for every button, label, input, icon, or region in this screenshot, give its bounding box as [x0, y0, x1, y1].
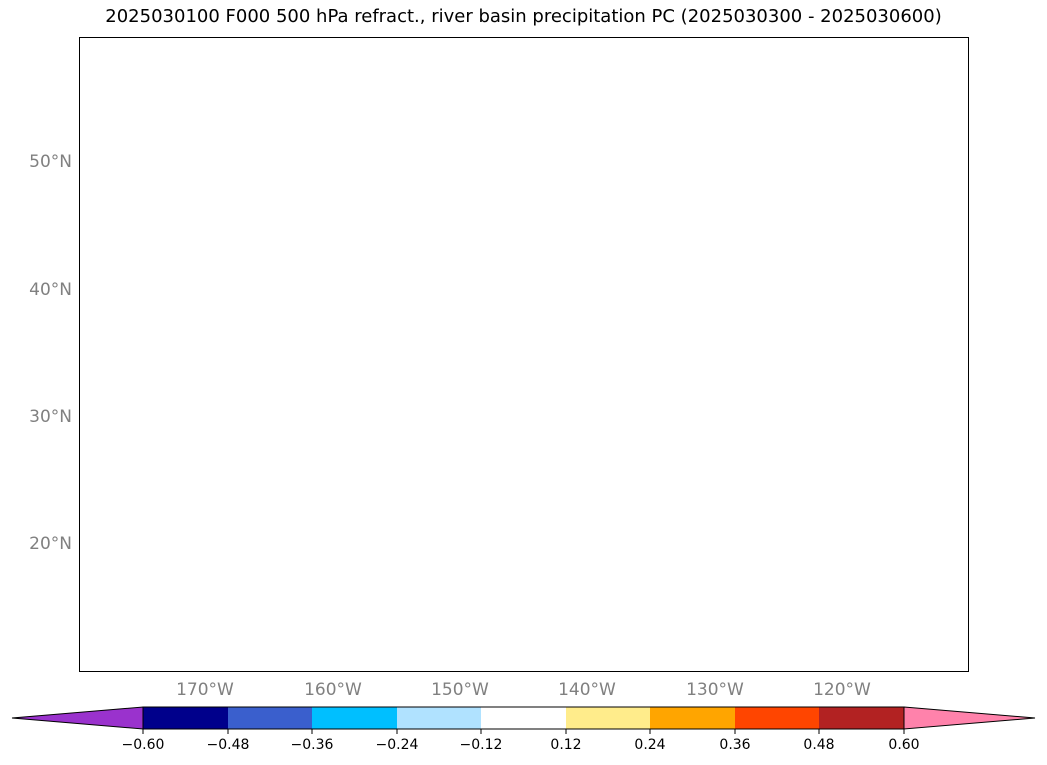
colorbar-upper-extend: [903, 706, 1036, 730]
lon-label-140w: 140°W: [558, 680, 616, 700]
colorbar-tick: −0.60: [121, 737, 165, 753]
colorbar-tick: 0.24: [634, 737, 666, 753]
colorbar-bin: [566, 707, 650, 729]
colorbar-bin: [397, 707, 481, 729]
colorbar-tick: −0.24: [375, 737, 419, 753]
map-frame: [79, 37, 969, 672]
lon-label-150w: 150°W: [431, 680, 489, 700]
colorbar-bin: [143, 707, 228, 729]
colorbar-tick: 0.36: [719, 737, 751, 753]
lon-label-120w: 120°W: [813, 680, 871, 700]
colorbar-lower-extend: [11, 706, 144, 730]
colorbar-tick: −0.36: [290, 737, 334, 753]
map-title: 2025030100 F000 500 hPa refract., river …: [105, 6, 942, 27]
colorbar-tick: −0.12: [459, 737, 503, 753]
lat-label-40n: 40°N: [29, 280, 72, 300]
colorbar-bin: [228, 707, 312, 729]
colorbar-tick: 0.60: [888, 737, 920, 753]
colorbar-tick: 0.48: [803, 737, 835, 753]
colorbar-bin: [481, 707, 566, 729]
colorbar-bin: [735, 707, 819, 729]
lon-label-130w: 130°W: [686, 680, 744, 700]
lon-label-170w: 170°W: [176, 680, 234, 700]
colorbar-bin: [650, 707, 735, 729]
colorbar-bin: [312, 707, 397, 729]
lon-label-160w: 160°W: [304, 680, 362, 700]
colorbar-tick: 0.12: [550, 737, 582, 753]
colorbar-tick: −0.48: [206, 737, 250, 753]
lat-label-50n: 50°N: [29, 152, 72, 172]
colorbar: [11, 706, 1036, 734]
lat-label-20n: 20°N: [29, 534, 72, 554]
lat-label-30n: 30°N: [29, 407, 72, 427]
colorbar-bin: [819, 707, 904, 729]
